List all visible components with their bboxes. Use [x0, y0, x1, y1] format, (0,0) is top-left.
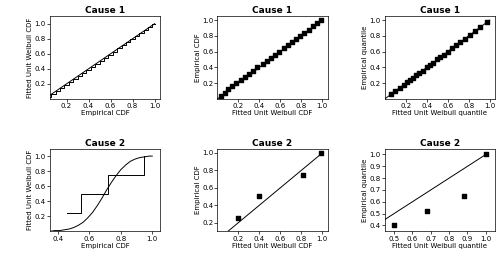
Title: Cause 1: Cause 1: [420, 6, 460, 15]
Point: [300, 31, 308, 35]
Point: [224, 87, 232, 92]
Point: [460, 194, 468, 198]
Point: [249, 68, 257, 73]
Point: [400, 83, 407, 87]
Title: Cause 2: Cause 2: [252, 139, 292, 148]
Point: [429, 61, 437, 65]
Point: [456, 40, 464, 44]
Title: Cause 1: Cause 1: [85, 6, 125, 15]
Y-axis label: Empirical quantile: Empirical quantile: [362, 26, 368, 89]
X-axis label: Fitted Unit Weibull CDF: Fitted Unit Weibull CDF: [232, 243, 312, 249]
Point: [423, 65, 431, 69]
Point: [280, 46, 287, 51]
Y-axis label: Empirical CDF: Empirical CDF: [194, 166, 200, 214]
Point: [392, 89, 400, 93]
Title: Cause 2: Cause 2: [420, 139, 460, 148]
Point: [258, 62, 266, 66]
Point: [460, 37, 468, 41]
Point: [452, 43, 460, 47]
Point: [448, 46, 456, 51]
Point: [318, 18, 326, 22]
Y-axis label: Empirical CDF: Empirical CDF: [194, 33, 200, 82]
Point: [466, 33, 474, 37]
Point: [482, 152, 490, 157]
Point: [240, 75, 248, 79]
Point: [300, 172, 308, 177]
Point: [482, 20, 490, 24]
Point: [254, 65, 262, 69]
Point: [276, 49, 283, 54]
Point: [234, 216, 242, 220]
Y-axis label: Fitted Unit Weibull CDF: Fitted Unit Weibull CDF: [27, 17, 33, 98]
Point: [288, 40, 296, 44]
Point: [403, 80, 411, 84]
Point: [418, 68, 426, 73]
Point: [436, 55, 444, 59]
X-axis label: Fitted Unit Weibull quantile: Fitted Unit Weibull quantile: [392, 243, 488, 249]
Y-axis label: Empirical quantile: Empirical quantile: [362, 158, 368, 222]
Point: [267, 56, 275, 60]
Point: [296, 34, 304, 38]
Point: [471, 29, 479, 33]
Point: [423, 209, 431, 213]
Point: [292, 37, 300, 41]
Point: [232, 81, 240, 85]
Point: [221, 90, 229, 95]
Point: [228, 84, 236, 89]
X-axis label: Empirical CDF: Empirical CDF: [80, 111, 130, 116]
Point: [390, 223, 398, 228]
Point: [396, 86, 404, 90]
Point: [434, 57, 442, 62]
Point: [444, 49, 452, 54]
Point: [309, 24, 317, 29]
Point: [440, 53, 448, 57]
Point: [387, 92, 395, 96]
Point: [406, 78, 414, 82]
Point: [409, 76, 417, 80]
Point: [262, 59, 270, 63]
Title: Cause 1: Cause 1: [252, 6, 292, 15]
Point: [256, 194, 264, 199]
Point: [245, 72, 253, 76]
Point: [284, 43, 292, 47]
Point: [318, 151, 326, 155]
Point: [236, 78, 244, 82]
X-axis label: Empirical CDF: Empirical CDF: [80, 243, 130, 249]
Title: Cause 2: Cause 2: [85, 139, 125, 148]
Point: [476, 25, 484, 29]
Point: [271, 53, 279, 57]
Point: [416, 71, 424, 75]
Point: [304, 27, 312, 32]
Point: [426, 63, 434, 67]
Point: [412, 73, 420, 77]
Point: [216, 94, 224, 98]
X-axis label: Fitted Unit Weibull quantile: Fitted Unit Weibull quantile: [392, 111, 488, 116]
X-axis label: Fitted Unit Weibull CDF: Fitted Unit Weibull CDF: [232, 111, 312, 116]
Y-axis label: Fitted Unit Weibull CDF: Fitted Unit Weibull CDF: [27, 150, 33, 230]
Point: [313, 21, 321, 25]
